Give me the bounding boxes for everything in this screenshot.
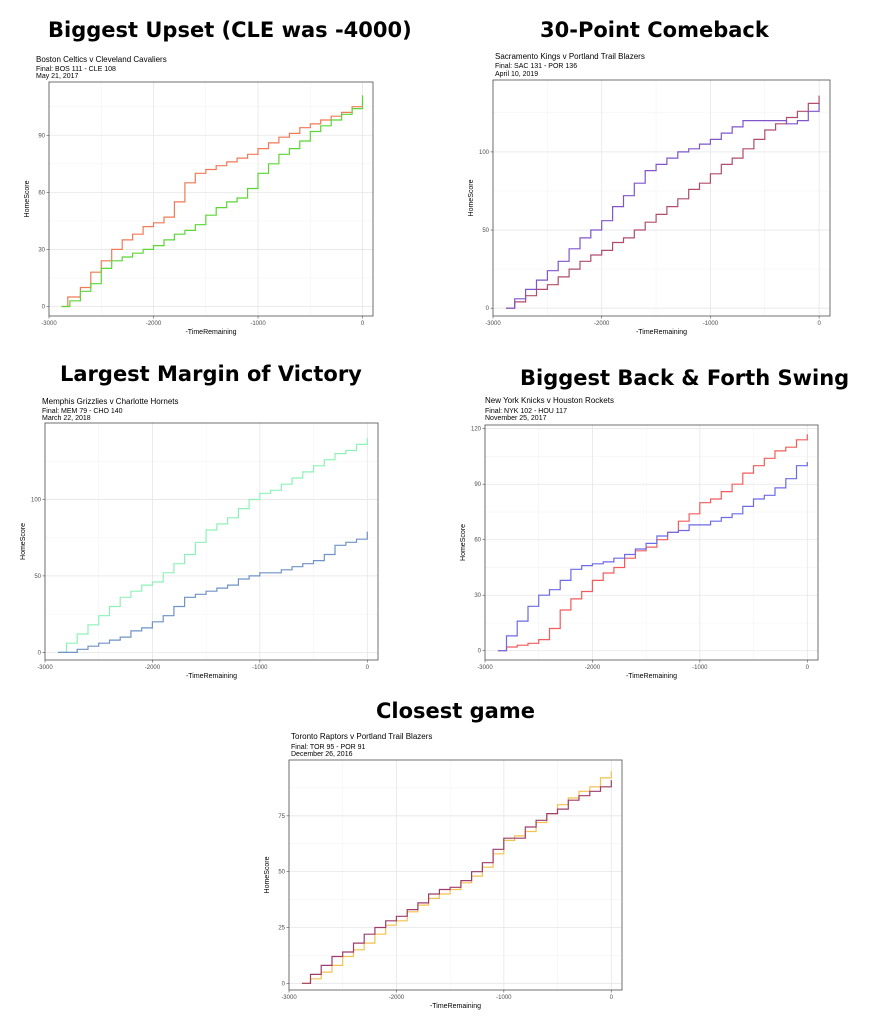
chart-heading: Biggest Back & Forth Swing bbox=[520, 366, 850, 390]
y-axis-title: HomeScore bbox=[468, 179, 475, 216]
chart-title: Boston Celtics v Cleveland Cavaliers bbox=[36, 55, 167, 64]
x-tick-label: 0 bbox=[366, 665, 370, 671]
y-axis-title: HomeScore bbox=[460, 524, 467, 561]
plot-border bbox=[44, 422, 379, 661]
chart-heading: Closest game bbox=[376, 699, 535, 723]
plot-background bbox=[49, 82, 373, 316]
x-tick-label: -1000 bbox=[692, 665, 708, 671]
x-tick-label: -3000 bbox=[477, 665, 493, 671]
x-tick-label: 0 bbox=[817, 321, 821, 327]
series-line bbox=[57, 531, 368, 653]
x-tick-label: -1000 bbox=[703, 321, 719, 327]
chart-final-score: Final: NYK 102 - HOU 117 bbox=[485, 408, 567, 415]
plot-border bbox=[288, 759, 623, 991]
y-axis-title: HomeScore bbox=[20, 523, 27, 560]
y-tick-label: 75 bbox=[278, 814, 285, 820]
series-line bbox=[497, 462, 808, 652]
x-axis-title: -TimeRemaining bbox=[636, 329, 687, 336]
x-tick-label: -3000 bbox=[41, 321, 57, 327]
x-axis-title: -TimeRemaining bbox=[626, 673, 677, 680]
x-tick-label: -1000 bbox=[496, 995, 512, 1001]
chart-date: December 26, 2016 bbox=[291, 751, 353, 758]
y-tick-label: 90 bbox=[38, 133, 45, 139]
x-axis-title: -TimeRemaining bbox=[186, 673, 237, 680]
y-tick-label: 120 bbox=[471, 427, 482, 433]
y-tick-label: 100 bbox=[479, 150, 490, 156]
x-tick-label: -2000 bbox=[389, 995, 405, 1001]
series-line bbox=[506, 103, 820, 309]
x-tick-label: -2000 bbox=[146, 321, 162, 327]
y-tick-label: 50 bbox=[278, 870, 285, 876]
y-tick-label: 100 bbox=[31, 497, 42, 503]
chart-title: New York Knicks v Houston Rockets bbox=[485, 396, 614, 405]
plot-border bbox=[484, 424, 819, 661]
chart-final-score: Final: BOS 111 - CLE 108 bbox=[36, 66, 116, 73]
y-tick-label: 0 bbox=[42, 304, 46, 310]
plot-background bbox=[45, 423, 378, 660]
chart-final-score: Final: MEM 79 - CHO 140 bbox=[42, 408, 123, 415]
chart-heading: Biggest Upset (CLE was -4000) bbox=[48, 18, 412, 42]
series-line bbox=[61, 95, 364, 308]
plot-background bbox=[493, 80, 830, 316]
y-tick-label: 50 bbox=[34, 574, 41, 580]
series-line bbox=[301, 780, 612, 984]
series-line bbox=[57, 438, 368, 653]
series-line bbox=[61, 101, 364, 308]
x-tick-label: 0 bbox=[806, 665, 810, 671]
y-axis-title: HomeScore bbox=[24, 180, 31, 217]
x-tick-label: -1000 bbox=[252, 665, 268, 671]
x-tick-label: -2000 bbox=[145, 665, 161, 671]
y-tick-label: 30 bbox=[38, 247, 45, 253]
chart-date: April 10, 2019 bbox=[495, 71, 539, 78]
chart-final-score: Final: TOR 95 - POR 91 bbox=[291, 744, 366, 751]
x-tick-label: -3000 bbox=[37, 665, 53, 671]
y-tick-label: 0 bbox=[478, 649, 482, 655]
chart-heading: 30-Point Comeback bbox=[540, 18, 769, 42]
plot-background bbox=[485, 425, 818, 660]
chart-date: March 22, 2018 bbox=[42, 415, 91, 422]
y-tick-label: 0 bbox=[486, 306, 490, 312]
chart-title: Sacramento Kings v Portland Trail Blazer… bbox=[495, 52, 645, 61]
x-tick-label: -3000 bbox=[485, 321, 501, 327]
x-tick-label: -3000 bbox=[281, 995, 297, 1001]
chart-final-score: Final: SAC 131 - POR 136 bbox=[495, 63, 578, 70]
y-tick-label: 90 bbox=[474, 482, 481, 488]
y-tick-label: 0 bbox=[38, 650, 42, 656]
x-axis-title: -TimeRemaining bbox=[430, 1003, 481, 1010]
series-line bbox=[497, 434, 808, 652]
chart-title: Memphis Grizzlies v Charlotte Hornets bbox=[42, 397, 179, 406]
x-tick-label: -1000 bbox=[250, 321, 266, 327]
y-tick-label: 60 bbox=[38, 190, 45, 196]
x-tick-label: -2000 bbox=[594, 321, 610, 327]
y-axis-title: HomeScore bbox=[264, 856, 271, 893]
y-tick-label: 50 bbox=[482, 228, 489, 234]
chart-date: November 25, 2017 bbox=[485, 415, 547, 422]
chart-title: Toronto Raptors v Portland Trail Blazers bbox=[291, 732, 433, 741]
chart-date: May 21, 2017 bbox=[36, 73, 79, 80]
y-tick-label: 0 bbox=[282, 981, 286, 987]
y-tick-label: 30 bbox=[474, 593, 481, 599]
series-line bbox=[506, 95, 820, 309]
x-axis-title: -TimeRemaining bbox=[185, 329, 236, 336]
x-tick-label: 0 bbox=[610, 995, 614, 1001]
y-tick-label: 60 bbox=[474, 538, 481, 544]
x-tick-label: -2000 bbox=[585, 665, 601, 671]
plot-border bbox=[48, 81, 374, 317]
chart-heading: Largest Margin of Victory bbox=[60, 362, 362, 386]
x-tick-label: 0 bbox=[361, 321, 365, 327]
y-tick-label: 25 bbox=[278, 925, 285, 931]
plot-border bbox=[492, 79, 831, 317]
